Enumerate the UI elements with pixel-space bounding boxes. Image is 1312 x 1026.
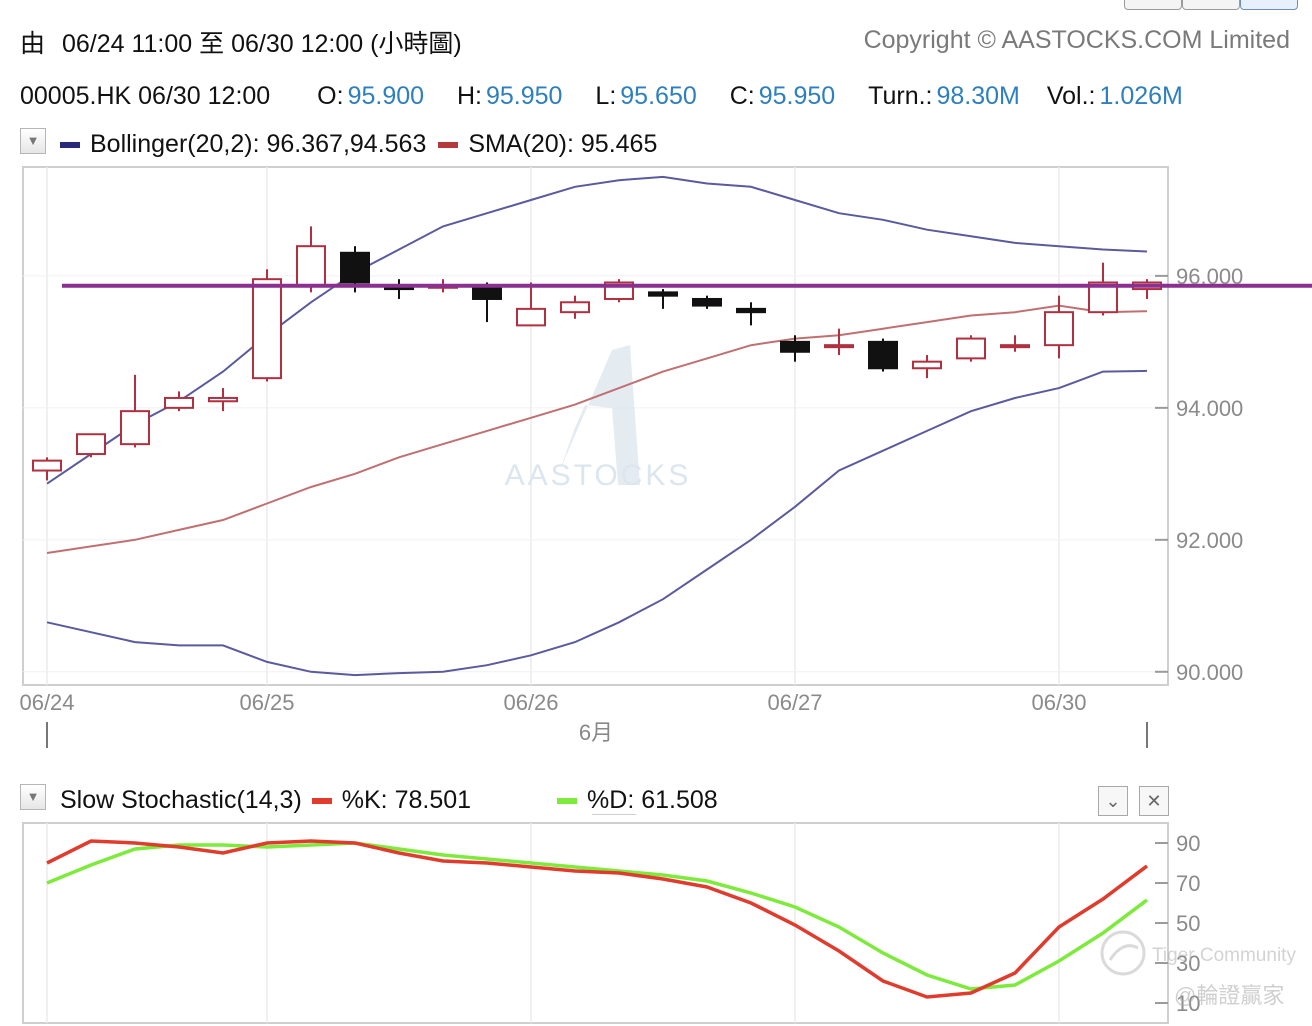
stoch-title: Slow Stochastic(14,3)	[60, 786, 302, 814]
candle-body	[120, 410, 150, 446]
high-value: 95.950	[486, 82, 563, 110]
x-tick-label: 06/26	[503, 690, 558, 715]
candle-body	[956, 337, 986, 360]
open-label: O:	[317, 82, 344, 110]
candle-body	[252, 278, 282, 380]
triangle-down-icon: ▼	[26, 789, 40, 804]
month-label: 6月	[579, 720, 613, 745]
price-chart[interactable]: AASTOCKS 90.000 92.000 94.000 96.000 06/24 0…	[0, 160, 1312, 760]
candle-body	[340, 251, 370, 284]
bollinger-swatch	[60, 141, 80, 148]
tiger-logo-icon	[1100, 930, 1146, 976]
turnover-label: Turn.:	[868, 82, 933, 110]
volume-label: Vol.:	[1046, 82, 1096, 110]
candle-body	[76, 433, 106, 456]
candle-body	[648, 291, 678, 297]
y-tick-label: 94.000	[1176, 396, 1243, 421]
y-tick-label: 92.000	[1176, 528, 1243, 553]
stoch-line	[46, 841, 1149, 991]
from-label: 由	[20, 30, 46, 58]
top-tab-2[interactable]	[1182, 0, 1240, 10]
main-indicator-dropdown[interactable]: ▼	[20, 128, 46, 154]
candle-body	[692, 297, 722, 307]
symbol-time: 00005.HK 06/30 12:00	[20, 82, 271, 110]
bollinger-legend: Bollinger(20,2): 96.367,94.563	[90, 130, 427, 158]
stoch-y-tick-label: 70	[1176, 871, 1200, 896]
x-tick-label: 06/25	[239, 690, 294, 715]
sma-swatch	[438, 141, 459, 148]
watermark-community-text: Tiger Community	[1152, 945, 1296, 966]
stoch-line	[46, 839, 1149, 999]
candle-body	[1044, 311, 1074, 347]
plot-area	[22, 166, 1169, 686]
y-tick-label: 96.000	[1176, 264, 1243, 289]
candle-body	[208, 396, 238, 403]
close-value: 95.950	[758, 82, 836, 110]
stochastic-chart[interactable]: 90 70 50 30 10 Tiger Community @輪證贏家	[0, 818, 1312, 1026]
candle-body	[868, 340, 898, 370]
main-legend: Bollinger(20,2): 96.367,94.563 SMA(20): …	[60, 130, 657, 159]
chevron-down-icon: ⌄	[1105, 791, 1121, 811]
x-tick-label: 06/27	[767, 690, 822, 715]
candle-body	[824, 344, 854, 349]
stoch-y-tick-label: 30	[1176, 951, 1200, 976]
k-swatch	[311, 797, 332, 804]
stoch-plot-area	[22, 822, 1169, 1024]
close-label: C:	[729, 82, 755, 110]
x-tick-label: 06/30	[1031, 690, 1086, 715]
triangle-down-icon: ▼	[26, 133, 40, 148]
y-tick-label: 90.000	[1176, 660, 1243, 685]
top-tab-3[interactable]	[1240, 0, 1298, 10]
stoch-y-tick-label: 10	[1176, 991, 1200, 1016]
watermark-text: AASTOCKS	[505, 459, 692, 492]
candle-body	[296, 245, 326, 287]
watermark-author-text: @輪證贏家	[1174, 983, 1284, 1008]
top-tab-1[interactable]	[1124, 0, 1182, 10]
candle-body	[1000, 344, 1030, 349]
indicator-line	[46, 175, 1148, 485]
date-range: 由 06/24 11:00 至 06/30 12:00 (小時圖)	[20, 24, 462, 60]
d-legend: %D: 61.508	[587, 786, 718, 814]
close-icon: ✕	[1146, 791, 1162, 811]
sma-legend: SMA(20): 95.465	[468, 130, 658, 158]
low-value: 95.650	[620, 82, 697, 110]
tiger-community-watermark: Tiger Community @輪證贏家	[1100, 930, 1296, 1008]
open-value: 95.900	[347, 82, 425, 110]
stoch-y-tick-label: 90	[1176, 831, 1200, 856]
quote-row: 00005.HK 06/30 12:00 O: 95.900 H: 95.950 L…	[20, 82, 1183, 111]
candle-body	[736, 307, 766, 314]
close-button[interactable]: ✕	[1139, 786, 1169, 816]
candle-body	[516, 307, 546, 327]
candle-body	[560, 301, 590, 314]
k-legend: %K: 78.501	[341, 786, 472, 814]
candle-body	[32, 459, 62, 472]
stoch-indicator-dropdown[interactable]: ▼	[20, 784, 46, 810]
candle-body	[912, 360, 942, 370]
turnover-value: 98.30M	[936, 82, 1020, 110]
aastocks-watermark: AASTOCKS	[505, 345, 692, 492]
candle-body	[780, 340, 810, 353]
d-swatch	[557, 797, 578, 804]
collapse-button[interactable]: ⌄	[1098, 786, 1128, 816]
stoch-y-tick-label: 50	[1176, 911, 1200, 936]
high-label: H:	[457, 82, 482, 110]
low-label: L:	[595, 82, 617, 110]
stoch-legend: Slow Stochastic(14,3) %K: 78.501 %D: 61.…	[60, 786, 718, 815]
x-tick-label: 06/24	[19, 690, 74, 715]
volume-value: 1.026M	[1099, 82, 1183, 110]
indicator-line	[46, 369, 1148, 677]
indicator-line	[46, 304, 1148, 554]
copyright-text: Copyright © AASTOCKS.COM Limited	[863, 26, 1290, 54]
range-text: 06/24 11:00 至 06/30 12:00 (小時圖)	[61, 30, 462, 58]
candle-body	[164, 396, 194, 409]
